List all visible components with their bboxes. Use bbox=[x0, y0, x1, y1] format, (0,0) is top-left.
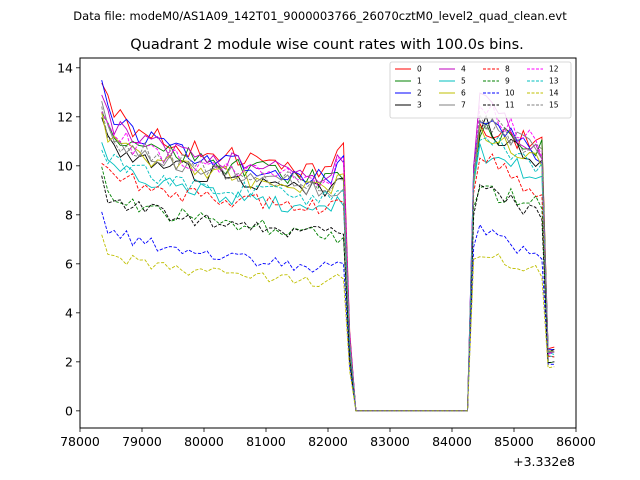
series-line-14 bbox=[101, 234, 555, 412]
x-tick-label: 81000 bbox=[246, 434, 286, 449]
y-tick-label: 6 bbox=[65, 256, 73, 271]
series-line-13 bbox=[101, 135, 555, 412]
legend-label: 5 bbox=[461, 77, 466, 86]
y-tick-label: 14 bbox=[57, 60, 73, 75]
series-line-5 bbox=[101, 142, 555, 412]
y-tick-label: 12 bbox=[57, 109, 73, 124]
x-tick-label: 84000 bbox=[432, 434, 472, 449]
series-line-7 bbox=[101, 100, 555, 412]
legend-label: 10 bbox=[505, 89, 515, 98]
legend-label: 0 bbox=[417, 65, 422, 74]
legend-label: 12 bbox=[549, 65, 559, 74]
legend-label: 9 bbox=[505, 77, 510, 86]
axis-layer: 78000 79000 80000 81000 82000 83000 84000 85000… bbox=[57, 60, 596, 449]
series-line-8 bbox=[101, 153, 555, 412]
legend-label: 8 bbox=[505, 65, 510, 74]
y-tick-label: 0 bbox=[65, 403, 73, 418]
series-line-10 bbox=[101, 211, 555, 412]
file-suptitle: Data file: modeM0/AS1A09_142T01_90000037… bbox=[73, 9, 567, 23]
legend-label: 2 bbox=[417, 89, 422, 98]
x-tick-label: 79000 bbox=[122, 434, 162, 449]
x-tick-label: 78000 bbox=[60, 434, 100, 449]
x-tick-label: 85000 bbox=[494, 434, 534, 449]
x-tick-label: 82000 bbox=[308, 434, 348, 449]
x-tick-label: 86000 bbox=[556, 434, 596, 449]
series-layer bbox=[101, 79, 555, 412]
x-tick-label: 83000 bbox=[370, 434, 410, 449]
series-line-3 bbox=[101, 114, 555, 412]
y-tick-label: 4 bbox=[65, 305, 73, 320]
series-line-15 bbox=[101, 106, 555, 412]
legend-label: 1 bbox=[417, 77, 422, 86]
legend-label: 13 bbox=[549, 77, 559, 86]
y-tick-label: 10 bbox=[57, 158, 73, 173]
legend-label: 4 bbox=[461, 65, 466, 74]
y-tick-label: 8 bbox=[65, 207, 73, 222]
legend-frame bbox=[389, 61, 572, 119]
legend-label: 7 bbox=[461, 101, 466, 110]
x-tick-label: 80000 bbox=[184, 434, 224, 449]
x-offset-label: +3.332e8 bbox=[513, 454, 575, 469]
legend-label: 11 bbox=[505, 101, 515, 110]
legend-label: 6 bbox=[461, 89, 466, 98]
chart-title: Quadrant 2 module wise count rates with … bbox=[130, 37, 524, 53]
legend-label: 3 bbox=[417, 101, 422, 110]
legend-label: 15 bbox=[549, 101, 559, 110]
y-tick-label: 2 bbox=[65, 354, 73, 369]
legend-label: 14 bbox=[549, 89, 559, 98]
series-line-11 bbox=[101, 175, 555, 412]
